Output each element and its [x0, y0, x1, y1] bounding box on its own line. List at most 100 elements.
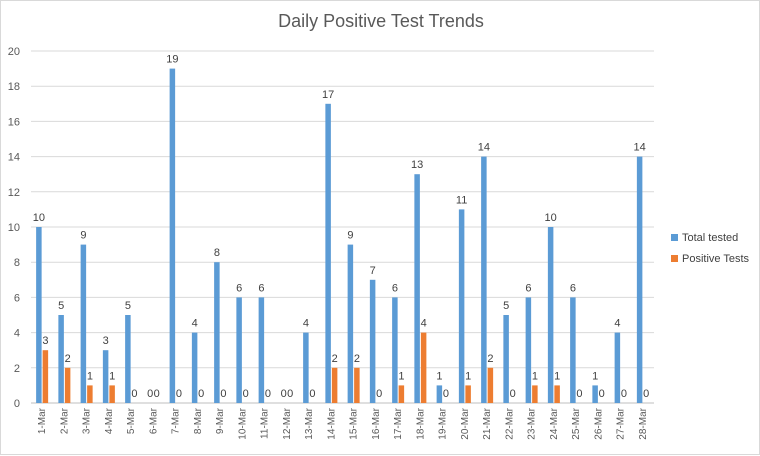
y-tick-label: 16: [8, 116, 20, 128]
data-label-positive-tests: 1: [532, 370, 538, 382]
y-axis: 0 2 4 6 8 10 12 14 16 18 20: [8, 46, 20, 410]
y-tick-label: 6: [14, 292, 20, 304]
x-tick-label: 9-Mar: [215, 407, 226, 434]
y-tick-label: 12: [8, 187, 20, 199]
bar-total-tested: [436, 385, 443, 403]
bar-positive-tests: [554, 385, 560, 403]
bar-positive-tests: [64, 367, 71, 403]
x-tick-label: 16-Mar: [371, 407, 382, 439]
data-label-positive-tests: 0: [443, 388, 449, 400]
data-label-total-tested: 1: [592, 370, 598, 382]
legend-label-positive-tests: Positive Tests: [682, 252, 750, 265]
x-tick-label: 12-Mar: [282, 407, 293, 439]
data-label-positive-tests: 0: [176, 388, 182, 400]
bar-positive-tests: [42, 350, 49, 403]
data-label-positive-tests: 0: [576, 388, 582, 400]
bar-positive-tests: [398, 385, 405, 403]
bar-positive-tests: [109, 385, 115, 403]
data-label-total-tested: 4: [614, 318, 620, 330]
data-label-positive-tests: 2: [487, 353, 493, 365]
data-label-total-tested: 5: [58, 300, 64, 312]
bar-total-tested: [58, 315, 64, 403]
bar-total-tested: [36, 227, 42, 403]
data-label-total-tested: 6: [570, 282, 576, 294]
bar-total-tested: [125, 315, 131, 403]
bar-total-tested: [236, 297, 242, 403]
x-tick-label: 28-Mar: [638, 407, 649, 439]
x-tick-label: 5-Mar: [126, 407, 137, 434]
data-label-positive-tests: 0: [287, 388, 293, 400]
data-label-total-tested: 6: [525, 282, 531, 294]
bar-total-tested: [392, 297, 398, 403]
bar-total-tested: [102, 350, 109, 403]
bars: [36, 68, 643, 404]
bar-total-tested: [636, 156, 643, 403]
data-label-total-tested: 9: [80, 230, 86, 242]
data-label-total-tested: 19: [166, 54, 178, 66]
x-axis: 1-Mar 2-Mar 3-Mar 4-Mar 5-Mar 6-Mar 7-Mar 8-Mar…: [37, 407, 649, 439]
data-label-positive-tests: 2: [354, 353, 360, 365]
bar-positive-tests: [420, 332, 427, 403]
bar-total-tested: [369, 279, 376, 403]
data-label-total-tested: 17: [322, 89, 334, 101]
bar-total-tested: [503, 315, 509, 403]
data-label-positive-tests: 0: [198, 388, 204, 400]
data-label-total-tested: 6: [392, 282, 398, 294]
legend-label-total-tested: Total tested: [682, 231, 739, 244]
legend-item-total-tested: Total tested: [671, 227, 749, 248]
legend-swatch-total-tested: [671, 234, 678, 241]
bar-total-tested: [303, 332, 309, 403]
data-label-total-tested: 9: [347, 230, 353, 242]
bar-positive-tests: [331, 367, 338, 403]
data-label-positive-tests: 0: [510, 388, 516, 400]
legend-swatch-positive-tests: [671, 255, 678, 262]
bar-positive-tests: [487, 367, 494, 403]
bar-total-tested: [414, 174, 420, 403]
data-label-total-tested: 6: [258, 282, 264, 294]
data-label-total-tested: 1: [436, 370, 442, 382]
x-tick-label: 2-Mar: [59, 407, 70, 434]
data-label-total-tested: 5: [503, 300, 509, 312]
chart-title: Daily Positive Test Trends: [278, 11, 484, 31]
data-label-positive-tests: 1: [87, 370, 93, 382]
y-tick-label: 2: [14, 363, 20, 375]
data-label-positive-tests: 0: [376, 388, 382, 400]
x-tick-label: 20-Mar: [460, 407, 471, 439]
gridlines: [31, 50, 654, 404]
y-tick-label: 14: [8, 152, 20, 164]
x-tick-label: 15-Mar: [349, 407, 360, 439]
bar-positive-tests: [532, 385, 538, 403]
data-label-positive-tests: 0: [154, 388, 160, 400]
data-label-positive-tests: 0: [621, 388, 627, 400]
bar-total-tested: [592, 385, 598, 403]
data-label-total-tested: 11: [456, 194, 467, 206]
x-tick-label: 7-Mar: [171, 407, 182, 434]
bar-positive-tests: [354, 367, 360, 403]
x-tick-label: 18-Mar: [415, 407, 426, 439]
bar-total-tested: [481, 156, 487, 403]
data-label-total-tested: 0: [147, 388, 153, 400]
x-tick-label: 25-Mar: [571, 407, 582, 439]
bar-total-tested: [214, 262, 220, 403]
data-label-total-tested: 3: [103, 335, 109, 347]
bar-total-tested: [525, 297, 532, 403]
data-label-positive-tests: 0: [309, 388, 315, 400]
x-tick-label: 6-Mar: [148, 407, 159, 434]
bar-total-tested: [458, 209, 465, 403]
data-label-total-tested: 8: [214, 247, 220, 259]
y-tick-label: 0: [14, 398, 20, 410]
bar-total-tested: [169, 68, 176, 403]
bar-total-tested: [614, 332, 621, 403]
data-label-total-tested: 10: [33, 212, 45, 224]
bar-positive-tests: [87, 385, 93, 403]
legend: Total tested Positive Tests: [671, 227, 749, 269]
bar-total-tested: [191, 332, 198, 403]
data-label-total-tested: 0: [281, 388, 287, 400]
data-label-positive-tests: 1: [109, 370, 115, 382]
data-label-positive-tests: 0: [643, 388, 649, 400]
y-tick-label: 18: [8, 81, 20, 93]
legend-item-positive-tests: Positive Tests: [671, 248, 749, 269]
data-label-total-tested: 7: [370, 265, 376, 277]
